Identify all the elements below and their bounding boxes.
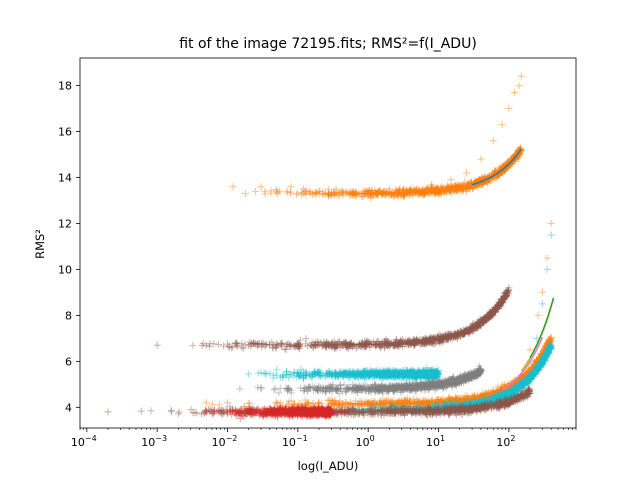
data-point	[499, 169, 507, 177]
data-point	[309, 190, 317, 198]
data-point	[437, 191, 445, 199]
data-point	[272, 186, 280, 194]
data-point	[457, 185, 465, 193]
data-point	[438, 185, 446, 193]
data-point	[400, 185, 408, 193]
data-point	[411, 187, 419, 195]
data-point	[384, 190, 392, 198]
data-point	[333, 190, 341, 198]
data-point	[424, 189, 432, 197]
data-point	[451, 186, 459, 194]
data-point	[287, 189, 295, 197]
data-point	[368, 193, 376, 201]
plot-area	[104, 72, 555, 422]
data-point	[383, 188, 391, 196]
data-point	[371, 188, 379, 196]
data-point	[261, 190, 269, 198]
data-point	[336, 190, 344, 198]
data-point	[383, 190, 391, 198]
data-point	[375, 188, 383, 196]
data-point	[373, 191, 381, 199]
data-point	[338, 186, 346, 194]
data-point	[415, 189, 423, 197]
data-point	[292, 191, 300, 199]
data-point	[345, 188, 353, 196]
data-point	[412, 187, 420, 195]
data-point	[374, 191, 382, 199]
data-point	[379, 188, 387, 196]
data-point	[495, 164, 503, 172]
data-point	[261, 187, 269, 195]
data-point	[389, 193, 397, 201]
data-point	[380, 188, 388, 196]
data-point	[340, 191, 348, 199]
data-point	[448, 184, 456, 192]
data-point	[422, 189, 430, 197]
data-point	[424, 186, 432, 194]
data-point	[400, 185, 408, 193]
data-point	[411, 187, 419, 195]
data-point	[329, 190, 337, 198]
data-point	[387, 190, 395, 198]
data-point	[388, 190, 396, 198]
data-point	[283, 188, 291, 196]
data-point	[327, 191, 335, 199]
data-point	[302, 190, 310, 198]
data-point	[413, 185, 421, 193]
data-point	[375, 188, 383, 196]
data-point	[378, 190, 386, 198]
data-point	[396, 185, 404, 193]
data-point	[307, 189, 315, 197]
data-point	[459, 188, 467, 196]
data-point	[478, 174, 486, 182]
data-point	[412, 189, 420, 197]
data-point	[297, 191, 305, 199]
data-point	[479, 181, 487, 189]
data-point	[503, 158, 511, 166]
data-point	[325, 189, 333, 197]
data-point	[319, 190, 327, 198]
data-point	[443, 182, 451, 190]
data-point	[431, 188, 439, 196]
data-point	[399, 190, 407, 198]
data-point	[327, 188, 335, 196]
data-point	[479, 174, 487, 182]
data-point	[336, 188, 344, 196]
data-point	[374, 188, 382, 196]
data-point	[379, 190, 387, 198]
data-point	[335, 192, 343, 200]
data-point	[298, 189, 306, 197]
data-point	[499, 162, 507, 170]
data-point	[321, 190, 329, 198]
data-point	[469, 185, 477, 193]
data-point	[331, 191, 339, 199]
data-point	[427, 183, 435, 191]
series-0	[229, 72, 525, 202]
data-point	[325, 185, 333, 193]
data-point	[390, 190, 398, 198]
data-point	[366, 188, 374, 196]
data-point	[423, 184, 431, 192]
data-point	[325, 191, 333, 199]
data-point	[474, 184, 482, 192]
data-point	[462, 186, 470, 194]
data-point	[493, 174, 501, 182]
chart-title: fit of the image 72195.fits; RMS²=f(I_AD…	[179, 36, 477, 52]
data-point	[252, 187, 260, 195]
data-point	[324, 190, 332, 198]
data-point	[384, 188, 392, 196]
data-point	[325, 192, 333, 200]
data-point	[405, 190, 413, 198]
data-point	[420, 189, 428, 197]
data-point	[504, 159, 512, 167]
data-point	[469, 185, 477, 193]
data-point	[400, 193, 408, 201]
data-point	[458, 182, 466, 190]
data-point	[506, 160, 514, 168]
data-point	[480, 173, 488, 181]
